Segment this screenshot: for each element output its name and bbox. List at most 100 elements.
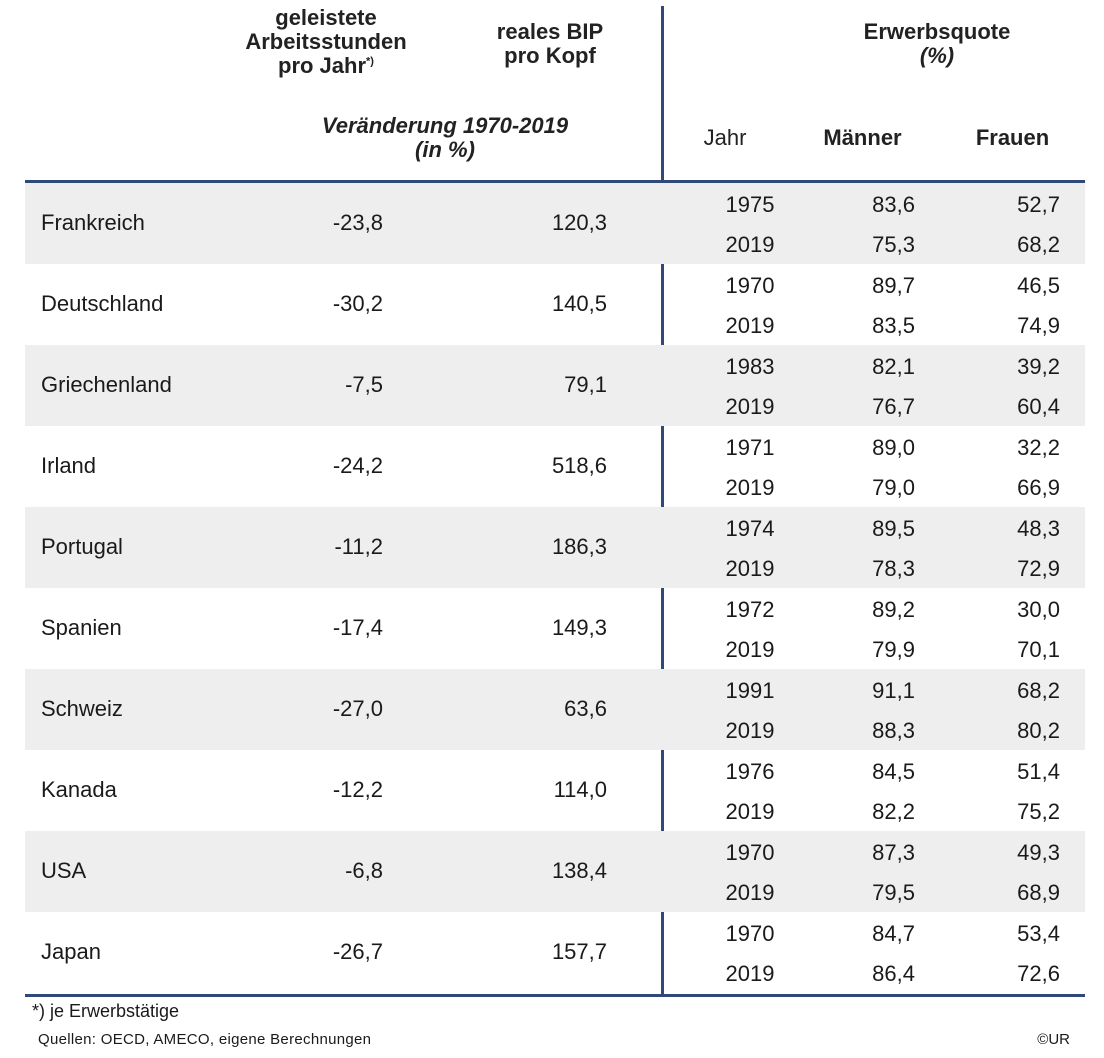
women-rate-end: 72,9 — [1017, 556, 1060, 581]
hours-change: -17,4 — [332, 615, 383, 640]
hours-change: -23,8 — [332, 210, 383, 235]
table-bottom-rule — [25, 994, 1085, 997]
women-rate-end: 80,2 — [1017, 718, 1060, 743]
table-row: Schweiz -27,0 63,6 1991 91,1 68,2 2019 88,3 80,2 — [25, 669, 1085, 750]
men-rate-start: 89,2 — [872, 597, 915, 622]
gdp-change: 114,0 — [553, 777, 607, 802]
country-name: Deutschland — [41, 291, 164, 316]
header-change-line2: (in %) — [415, 137, 475, 162]
women-rate-start: 46,5 — [1017, 273, 1060, 298]
header-erwerbsquote-unit: (%) — [919, 43, 955, 68]
year-start: 1971 — [725, 435, 775, 460]
header-col-year: Jahr — [703, 125, 747, 150]
gdp-change: 79,1 — [564, 372, 607, 397]
year-start: 1972 — [725, 597, 775, 622]
header-col-men: Männer — [823, 125, 902, 150]
year-start: 1970 — [725, 921, 775, 946]
country-name: Spanien — [41, 615, 122, 640]
women-rate-end: 74,9 — [1017, 313, 1060, 338]
women-rate-end: 75,2 — [1017, 799, 1060, 824]
men-rate-end: 83,5 — [872, 313, 915, 338]
men-rate-end: 82,2 — [872, 799, 915, 824]
men-rate-end: 78,3 — [872, 556, 915, 581]
women-rate-start: 30,0 — [1017, 597, 1060, 622]
year-end: 2019 — [725, 394, 775, 419]
table-row: Frankreich -23,8 120,3 1975 83,6 52,7 2019 75,3… — [25, 183, 1085, 264]
table-row: Irland -24,2 518,6 1971 89,0 32,2 2019 79,0 66,9 — [25, 426, 1085, 507]
table-top-rule — [25, 180, 1085, 183]
gdp-change: 120,3 — [551, 210, 607, 235]
header-hours-line3: pro Jahr*) — [278, 53, 374, 78]
men-rate-start: 89,5 — [872, 516, 915, 541]
header-col-women: Frauen — [975, 125, 1050, 150]
table-row: Griechenland -7,5 79,1 1983 82,1 39,2 2019 76,7… — [25, 345, 1085, 426]
women-rate-start: 51,4 — [1017, 759, 1060, 784]
country-name: USA — [41, 858, 87, 883]
men-rate-start: 91,1 — [872, 678, 915, 703]
hours-change: -24,2 — [332, 453, 383, 478]
men-rate-end: 79,0 — [872, 475, 915, 500]
men-rate-end: 88,3 — [872, 718, 915, 743]
table-row: Japan -26,7 157,7 1970 84,7 53,4 2019 86,4 72,6 — [25, 912, 1085, 993]
table-row: Spanien -17,4 149,3 1972 89,2 30,0 2019 79,9 70,… — [25, 588, 1085, 669]
year-start: 1974 — [725, 516, 775, 541]
men-rate-start: 82,1 — [872, 354, 915, 379]
country-name: Portugal — [41, 534, 123, 559]
hours-change: -6,8 — [345, 858, 383, 883]
country-name: Schweiz — [41, 696, 123, 721]
men-rate-start: 83,6 — [872, 192, 915, 217]
table-row: USA -6,8 138,4 1970 87,3 49,3 2019 79,5 68,9 — [25, 831, 1085, 912]
year-start: 1983 — [725, 354, 775, 379]
women-rate-start: 53,4 — [1017, 921, 1060, 946]
year-end: 2019 — [725, 961, 775, 986]
sources: Quellen: OECD, AMECO, eigene Berechnunge… — [38, 1031, 372, 1048]
year-end: 2019 — [725, 232, 775, 257]
table-row: Deutschland -30,2 140,5 1970 89,7 46,5 2019 83,… — [25, 264, 1085, 345]
year-end: 2019 — [725, 637, 775, 662]
year-end: 2019 — [725, 880, 775, 905]
footnote-marker: *) — [366, 55, 374, 68]
women-rate-start: 52,7 — [1017, 192, 1060, 217]
country-name: Frankreich — [41, 210, 145, 235]
women-rate-end: 72,6 — [1017, 961, 1060, 986]
header-hours: geleistete Arbeitsstunden pro Jahr*) — [218, 6, 434, 78]
year-end: 2019 — [725, 313, 775, 338]
men-rate-start: 87,3 — [872, 840, 915, 865]
women-rate-end: 66,9 — [1017, 475, 1060, 500]
men-rate-end: 76,7 — [872, 394, 915, 419]
year-start: 1975 — [725, 192, 775, 217]
hours-change: -7,5 — [345, 372, 383, 397]
gdp-change: 138,4 — [551, 858, 607, 883]
men-rate-start: 89,7 — [872, 273, 915, 298]
gdp-change: 63,6 — [564, 696, 607, 721]
women-rate-start: 48,3 — [1017, 516, 1060, 541]
table-vertical-rule — [661, 6, 664, 994]
table-row: Portugal -11,2 186,3 1974 89,5 48,3 2019 78,3 72… — [25, 507, 1085, 588]
country-name: Irland — [41, 453, 97, 478]
year-end: 2019 — [725, 475, 775, 500]
year-end: 2019 — [725, 799, 775, 824]
table-row: Kanada -12,2 114,0 1976 84,5 51,4 2019 82,2 75,2 — [25, 750, 1085, 831]
hours-change: -26,7 — [332, 939, 383, 964]
men-rate-end: 75,3 — [872, 232, 915, 257]
women-rate-start: 68,2 — [1017, 678, 1060, 703]
men-rate-end: 79,5 — [872, 880, 915, 905]
women-rate-start: 32,2 — [1017, 435, 1060, 460]
men-rate-start: 84,5 — [872, 759, 915, 784]
country-name: Griechenland — [41, 372, 172, 397]
header-hours-line1: geleistete — [275, 5, 377, 30]
gdp-change: 149,3 — [551, 615, 607, 640]
header-gdp-line2: pro Kopf — [504, 43, 596, 68]
year-end: 2019 — [725, 718, 775, 743]
women-rate-end: 70,1 — [1017, 637, 1060, 662]
country-name: Kanada — [41, 777, 117, 802]
gdp-change: 140,5 — [551, 291, 607, 316]
header-change: Veränderung 1970-2019 (in %) — [270, 114, 620, 162]
country-name: Japan — [41, 939, 101, 964]
women-rate-end: 60,4 — [1017, 394, 1060, 419]
women-rate-start: 39,2 — [1017, 354, 1060, 379]
hours-change: -27,0 — [332, 696, 383, 721]
header-change-line1: Veränderung 1970-2019 — [321, 113, 569, 138]
hours-change: -30,2 — [332, 291, 383, 316]
year-start: 1976 — [725, 759, 775, 784]
